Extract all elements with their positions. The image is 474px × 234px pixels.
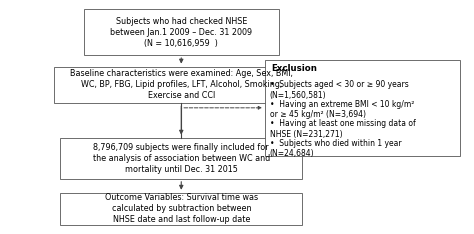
Text: •  Subjects who died within 1 year
(N=24,684): • Subjects who died within 1 year (N=24,… [270, 139, 401, 158]
Text: •  Subjects aged < 30 or ≥ 90 years
(N=1,560,581): • Subjects aged < 30 or ≥ 90 years (N=1,… [270, 80, 408, 100]
Bar [84, 9, 279, 55]
Text: Baseline characteristics were examined: Age, Sex, BMI,
WC, BP, FBG, Lipid profil: Baseline characteristics were examined: … [70, 69, 293, 100]
Text: 8,796,709 subjects were finally included for
the analysis of association between: 8,796,709 subjects were finally included… [92, 143, 270, 174]
Text: •  Having at least one missing data of
NHSE (N=231,271): • Having at least one missing data of NH… [270, 119, 415, 139]
Text: Outcome Variables: Survival time was
calculated by subtraction between
NHSE date: Outcome Variables: Survival time was cal… [105, 193, 258, 224]
Text: Exclusion: Exclusion [271, 64, 317, 73]
Text: •  Having an extreme BMI < 10 kg/m²
or ≥ 45 kg/m² (N=3,694): • Having an extreme BMI < 10 kg/m² or ≥ … [270, 100, 414, 119]
Bar [54, 66, 309, 103]
Text: Subjects who had checked NHSE
between Jan.1 2009 – Dec. 31 2009
(N = 10,616,959 : Subjects who had checked NHSE between Ja… [110, 17, 252, 48]
Bar [265, 60, 460, 156]
Bar [61, 138, 302, 179]
Bar [61, 193, 302, 225]
